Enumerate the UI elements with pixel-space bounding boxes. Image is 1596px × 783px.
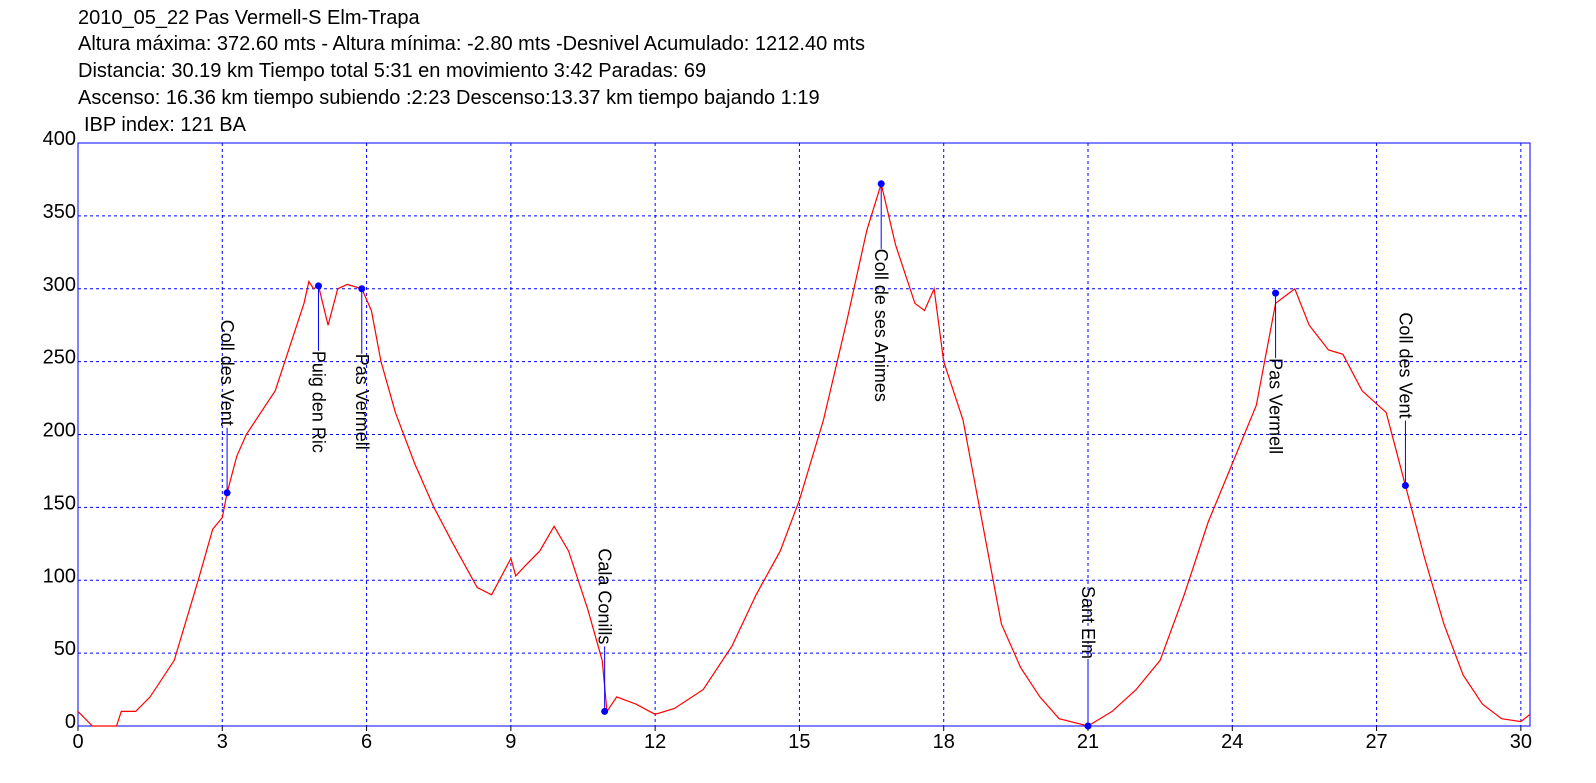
- x-tick-label: 15: [788, 731, 810, 753]
- x-tick-label: 0: [72, 731, 83, 753]
- y-tick-label: 50: [54, 638, 76, 660]
- waypoint-dot: [1401, 482, 1409, 490]
- x-tick-label: 24: [1221, 731, 1243, 753]
- subtitle-line: Altura máxima: 372.60 mts - Altura mínim…: [78, 33, 865, 55]
- x-tick-label: 30: [1510, 731, 1532, 753]
- waypoint-dot: [358, 285, 366, 293]
- waypoint-label: Sant Elm: [1078, 586, 1098, 659]
- waypoint-label: Coll des Vent: [217, 320, 237, 426]
- y-tick-label: 200: [43, 420, 76, 442]
- waypoint-label: Pas Vermell: [352, 354, 372, 450]
- waypoint-dot: [877, 180, 885, 188]
- y-tick-label: 0: [65, 711, 76, 733]
- waypoint-label: Cala Conills: [595, 548, 615, 644]
- waypoint-label: Pas Vermell: [1266, 358, 1286, 454]
- y-tick-label: 100: [43, 565, 76, 587]
- x-tick-label: 3: [217, 731, 228, 753]
- x-tick-label: 27: [1365, 731, 1387, 753]
- x-tick-label: 9: [505, 731, 516, 753]
- waypoint-label: Puig den Ric: [308, 351, 328, 453]
- plot-frame: [77, 142, 1531, 727]
- subtitle-line: Distancia: 30.19 km Tiempo total 5:31 en…: [78, 60, 706, 82]
- y-tick-label: 400: [43, 128, 76, 150]
- waypoint-dot: [601, 707, 609, 715]
- waypoint-dot: [314, 282, 322, 290]
- subtitle-line: Ascenso: 16.36 km tiempo subiendo :2:23 …: [78, 87, 820, 109]
- x-tick-label: 21: [1077, 731, 1099, 753]
- y-tick-label: 150: [43, 492, 76, 514]
- elevation-line: [77, 181, 1531, 727]
- waypoint-dot: [223, 489, 231, 497]
- waypoint-dot: [1084, 722, 1092, 730]
- x-tick-label: 18: [933, 731, 955, 753]
- y-tick-label: 300: [43, 274, 76, 296]
- subtitle-line: IBP index: 121 BA: [84, 114, 247, 136]
- x-tick-label: 6: [361, 731, 372, 753]
- waypoint-dot: [1272, 289, 1280, 297]
- chart-title: 2010_05_22 Pas Vermell-S Elm-Trapa: [78, 7, 421, 29]
- y-tick-label: 250: [43, 347, 76, 369]
- y-tick-label: 350: [43, 201, 76, 223]
- x-tick-label: 12: [644, 731, 666, 753]
- waypoint-label: Coll des Vent: [1395, 312, 1415, 418]
- waypoint-label: Coll de ses Animes: [871, 249, 891, 402]
